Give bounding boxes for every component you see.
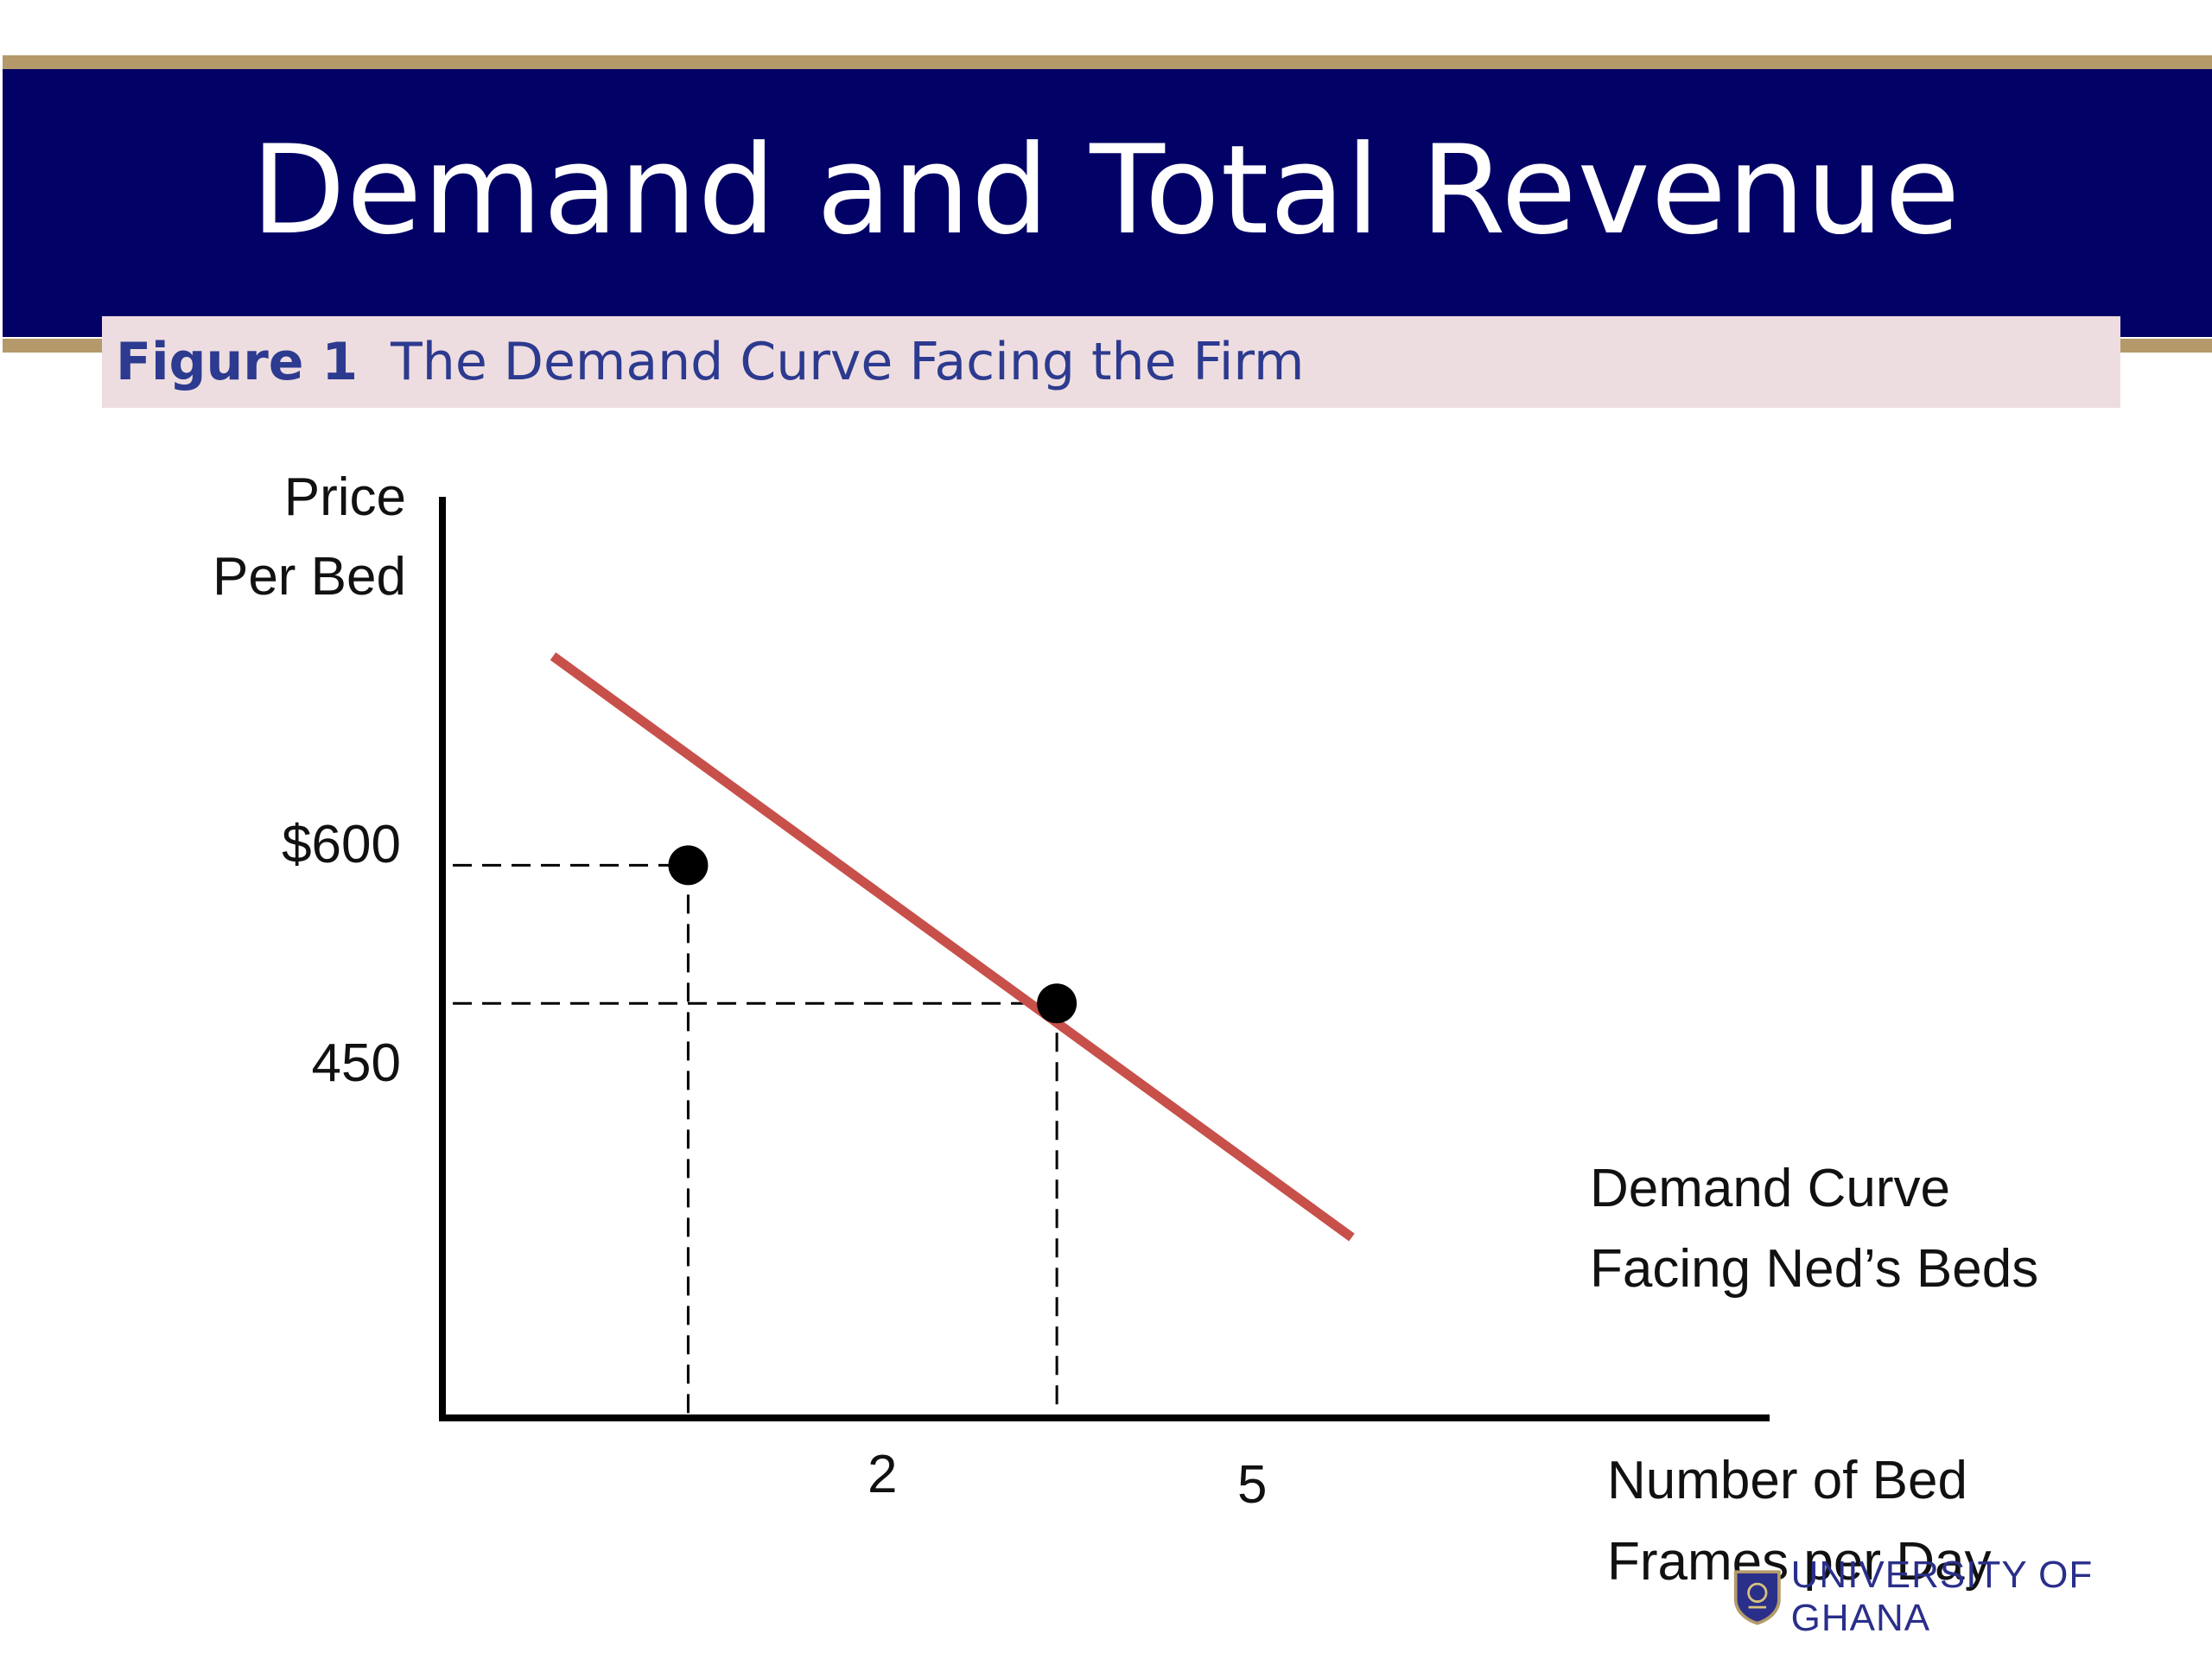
demand-point-1	[1037, 983, 1077, 1024]
y-tick-600: $600	[282, 815, 401, 874]
slide-title: Demand and Total Revenue	[251, 119, 1961, 262]
point-markers	[668, 845, 1077, 1024]
guide-lines	[453, 863, 1058, 1414]
demand-point-0	[668, 845, 709, 886]
top-gold-rule	[3, 55, 2212, 69]
y-axis-label-line1: Price	[283, 467, 406, 527]
crest-icon	[1733, 1570, 1781, 1625]
x-tick-5: 5	[1237, 1455, 1268, 1515]
x-axis-label-line2: Frames per Day	[1607, 1532, 1992, 1592]
figure-caption: Figure 1 The Demand Curve Facing the Fir…	[102, 316, 2120, 408]
figure-title: The Demand Curve Facing the Firm	[391, 332, 1305, 392]
university-logo: UNIVERSITY OF GHANA	[1732, 1554, 2212, 1640]
y-tick-450: 450	[311, 1033, 401, 1093]
demand-curve-label-line1: Demand Curve	[1590, 1159, 1950, 1218]
demand-curve	[550, 652, 1355, 1242]
demand-curve-label-line2: Facing Ned’s Beds	[1590, 1239, 2039, 1299]
x-axis-label-line1: Number of Bed	[1607, 1451, 1967, 1510]
logo-text: UNIVERSITY OF GHANA	[1790, 1554, 2094, 1639]
title-band	[3, 69, 2212, 337]
x-tick-2: 2	[868, 1445, 898, 1504]
y-axis-label-line2: Per Bed	[212, 547, 406, 607]
figure-number: Figure 1	[116, 332, 359, 392]
